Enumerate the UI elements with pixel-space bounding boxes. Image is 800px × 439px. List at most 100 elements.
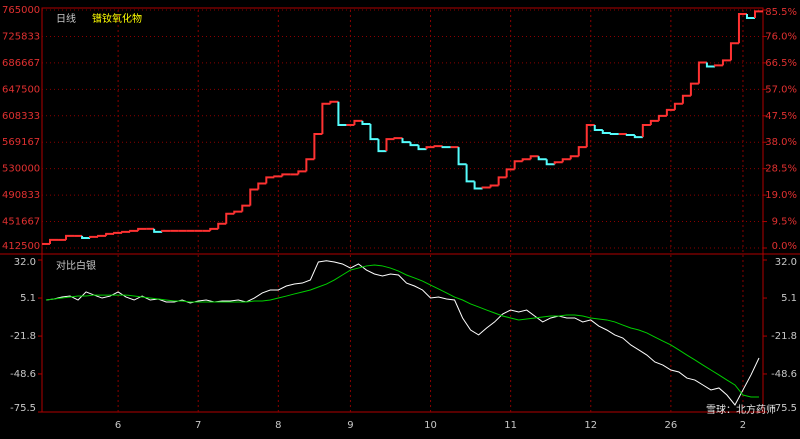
price-step	[273, 175, 283, 178]
y-tick-label: 451667	[2, 217, 40, 228]
price-step	[209, 227, 219, 231]
price-step	[329, 100, 339, 104]
price-step	[577, 146, 587, 157]
y-tick-label: 608333	[2, 111, 40, 122]
y2-tick-label: 47.5%	[765, 111, 797, 122]
price-step	[417, 145, 427, 151]
x-tick-label: 2	[740, 420, 746, 431]
panel-title: 对比白银	[56, 259, 96, 272]
x-tick-label: 10	[424, 420, 437, 431]
y2-tick-label: 28.5%	[765, 164, 797, 175]
price-step	[217, 222, 227, 229]
price-step	[457, 147, 467, 166]
price-step	[313, 133, 323, 160]
y2-tick-label: -21.8	[771, 331, 797, 342]
price-step	[305, 158, 315, 172]
x-tick-label: 6	[115, 420, 121, 431]
price-step	[321, 102, 331, 135]
price-step	[89, 235, 99, 238]
price-step	[233, 210, 243, 214]
y2-tick-label: 5.1	[781, 293, 797, 304]
price-step	[161, 229, 171, 232]
y-tick-label: 569167	[2, 137, 40, 148]
series-line	[45, 264, 759, 398]
price-step	[745, 14, 755, 20]
price-step	[369, 123, 379, 141]
price-step	[353, 119, 363, 125]
y2-tick-label: 32.0	[775, 257, 797, 268]
price-step	[377, 139, 387, 153]
y-tick-label: 412500	[2, 241, 40, 252]
price-step	[137, 227, 147, 231]
y2-tick-label: -75.5	[771, 403, 797, 414]
x-tick-label: 9	[347, 420, 353, 431]
price-step	[609, 133, 619, 136]
price-step	[657, 114, 667, 121]
price-step	[425, 146, 435, 150]
price-step	[753, 10, 763, 19]
legend-entry: 镨钕氧化物	[92, 12, 142, 25]
y-tick-label: 5.1	[20, 293, 36, 304]
y-tick-label: -21.8	[10, 331, 36, 342]
price-step	[633, 135, 643, 139]
price-step	[625, 134, 635, 137]
price-step	[401, 138, 411, 144]
price-step	[569, 155, 579, 160]
price-step	[601, 129, 611, 135]
y-tick-label: 765000	[2, 5, 40, 16]
price-step	[97, 234, 107, 237]
price-step	[729, 42, 739, 61]
price-step	[713, 64, 723, 67]
y2-tick-label: 19.0%	[765, 190, 797, 201]
price-step	[537, 156, 547, 161]
series-line	[45, 260, 760, 406]
price-step	[465, 164, 475, 183]
price-step	[705, 62, 715, 68]
y2-tick-label: 85.5%	[765, 7, 797, 18]
price-step	[681, 94, 691, 104]
price-step	[65, 234, 75, 240]
y2-tick-label: 9.5%	[772, 217, 797, 228]
price-step	[249, 188, 259, 206]
y2-tick-label: 38.0%	[765, 137, 797, 148]
y-tick-label: 686667	[2, 58, 40, 69]
price-step	[561, 158, 571, 163]
y2-tick-label: 0.0%	[772, 241, 797, 252]
price-step	[225, 212, 235, 224]
price-step	[553, 161, 563, 165]
price-step	[473, 181, 483, 190]
price-step	[697, 61, 707, 84]
price-step	[265, 176, 275, 184]
price-step	[529, 155, 539, 160]
price-step	[393, 137, 403, 140]
price-step	[153, 228, 163, 233]
x-tick-label: 11	[504, 420, 517, 431]
x-tick-label: 7	[195, 420, 201, 431]
y-tick-label: -75.5	[10, 403, 36, 414]
y-tick-label: 32.0	[14, 257, 36, 268]
price-step	[521, 158, 531, 162]
price-step	[337, 101, 347, 126]
plot-frame	[41, 7, 764, 413]
price-step	[641, 123, 651, 138]
price-step	[121, 230, 131, 233]
y-tick-label: 725833	[2, 31, 40, 42]
price-step	[281, 173, 291, 177]
price-step	[665, 108, 675, 116]
watermark: 雪球：北方药师	[706, 403, 776, 416]
price-step	[257, 182, 267, 190]
chart-title: 日线	[56, 12, 76, 25]
price-step	[361, 120, 371, 125]
price-step	[105, 232, 115, 236]
x-tick-label: 12	[584, 420, 597, 431]
price-step	[297, 170, 307, 175]
y2-tick-label: 57.0%	[765, 84, 797, 95]
y-tick-label: 490833	[2, 190, 40, 201]
price-step	[481, 186, 491, 189]
price-step	[545, 159, 555, 166]
price-step	[593, 124, 603, 131]
y-tick-label: 530000	[2, 164, 40, 175]
price-step	[129, 229, 139, 232]
